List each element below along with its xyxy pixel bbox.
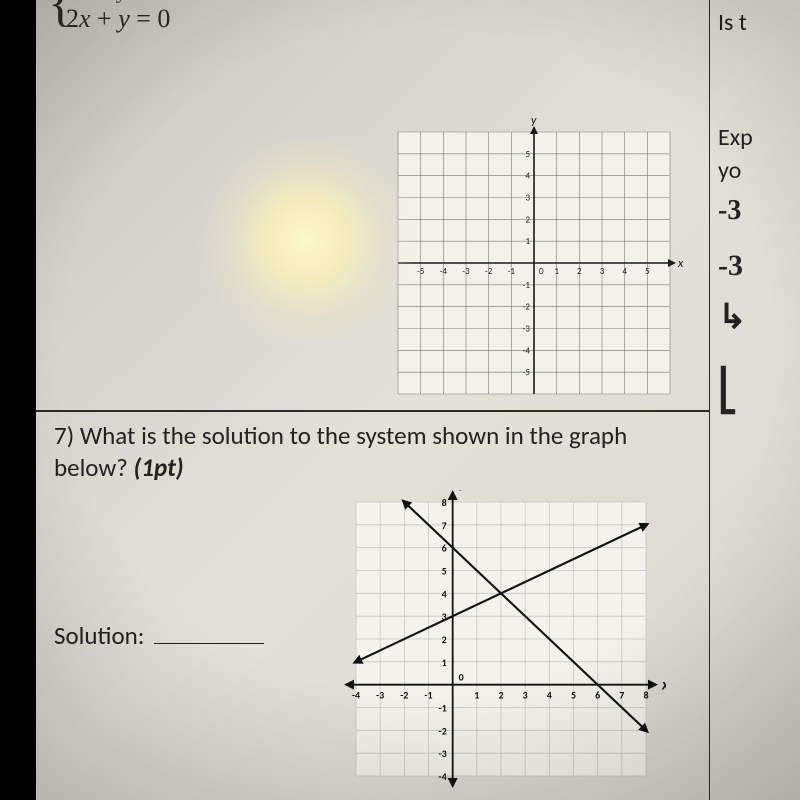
svg-text:4: 4 — [525, 171, 530, 182]
svg-text:-1: -1 — [439, 702, 447, 715]
svg-text:3: 3 — [525, 193, 530, 204]
svg-text:4: 4 — [622, 266, 627, 277]
svg-text:-2: -2 — [523, 302, 531, 313]
svg-text:-5: -5 — [523, 367, 531, 378]
handwritten-2: -3 — [718, 249, 800, 283]
svg-text:3: 3 — [600, 266, 605, 277]
svg-text:-2: -2 — [439, 724, 447, 737]
svg-text:-5: -5 — [417, 266, 425, 277]
q7-number: 7) — [54, 420, 74, 451]
svg-text:-4: -4 — [440, 266, 448, 277]
camera-glare — [196, 130, 416, 350]
system-equation: { 2x + y = 0 — [66, 4, 170, 34]
svg-text:-3: -3 — [462, 266, 470, 277]
svg-text:5: 5 — [645, 266, 650, 277]
svg-text:-2: -2 — [400, 689, 408, 702]
svg-text:6: 6 — [595, 689, 600, 702]
graph2-svg: -4-3-2-1012345678-4-3-2-112345678xy — [336, 490, 666, 790]
note-yo: yo — [718, 156, 800, 185]
right-column: Is t Exp yo -3 -3 ↳ ⎣ — [710, 0, 800, 800]
svg-text:5: 5 — [571, 689, 576, 702]
svg-text:1: 1 — [442, 656, 447, 669]
svg-text:0: 0 — [459, 671, 464, 684]
graph-q7: -4-3-2-1012345678-4-3-2-112345678xy — [336, 490, 666, 790]
svg-text:-3: -3 — [523, 324, 531, 335]
svg-text:2: 2 — [442, 633, 447, 646]
handwritten-1: -3 — [718, 195, 800, 227]
svg-text:-4: -4 — [439, 770, 447, 783]
svg-text:-1: -1 — [424, 689, 432, 702]
svg-text:8: 8 — [442, 496, 447, 509]
equation-text: 2x + y = 0 — [66, 4, 170, 33]
left-column: x − y = −3 { 2x + y = 0 -5-5-4-4-3-3-2-2… — [36, 0, 710, 800]
solution-label: Solution: — [54, 620, 264, 651]
svg-text:-3: -3 — [439, 747, 447, 760]
svg-text:5: 5 — [442, 565, 447, 578]
svg-text:-4: -4 — [523, 345, 531, 356]
solution-text: Solution: — [54, 620, 144, 651]
svg-text:x: x — [677, 257, 684, 271]
svg-text:6: 6 — [442, 542, 447, 555]
worksheet-page: x − y = −3 { 2x + y = 0 -5-5-4-4-3-3-2-2… — [36, 0, 800, 800]
graph1-svg: -5-5-4-4-3-3-2-2-1-101122334455xy — [384, 118, 684, 408]
row-divider — [36, 410, 709, 412]
handwritten-3: ↳ — [718, 297, 800, 337]
svg-text:2: 2 — [577, 266, 582, 277]
svg-text:y: y — [531, 118, 537, 128]
svg-text:0: 0 — [539, 266, 544, 277]
svg-text:7: 7 — [619, 689, 624, 702]
solution-blank[interactable] — [154, 643, 264, 644]
svg-text:2: 2 — [525, 214, 530, 225]
svg-text:1: 1 — [525, 236, 530, 247]
svg-text:y: y — [459, 490, 467, 493]
svg-text:4: 4 — [547, 689, 552, 702]
handwritten-bracket: ⎣ — [718, 367, 800, 414]
svg-text:-1: -1 — [508, 266, 516, 277]
q7-points: (1pt) — [134, 452, 184, 483]
note-is: Is t — [718, 8, 800, 37]
svg-text:1: 1 — [474, 689, 479, 702]
svg-text:-2: -2 — [485, 266, 493, 277]
svg-text:-4: -4 — [352, 689, 360, 702]
question-7: 7) What is the solution to the system sh… — [54, 420, 695, 484]
svg-text:5: 5 — [525, 149, 530, 160]
svg-text:2: 2 — [498, 689, 503, 702]
note-exp: Exp — [718, 123, 800, 152]
svg-text:-3: -3 — [376, 689, 384, 702]
svg-text:7: 7 — [442, 519, 447, 532]
brace-icon: { — [48, 0, 73, 33]
svg-text:-1: -1 — [523, 280, 531, 291]
svg-text:1: 1 — [554, 266, 559, 277]
graph-q6: -5-5-4-4-3-3-2-2-1-101122334455xy — [384, 118, 684, 408]
svg-text:3: 3 — [523, 689, 528, 702]
svg-text:8: 8 — [643, 689, 648, 702]
svg-text:4: 4 — [442, 587, 447, 600]
svg-text:x: x — [661, 677, 666, 695]
